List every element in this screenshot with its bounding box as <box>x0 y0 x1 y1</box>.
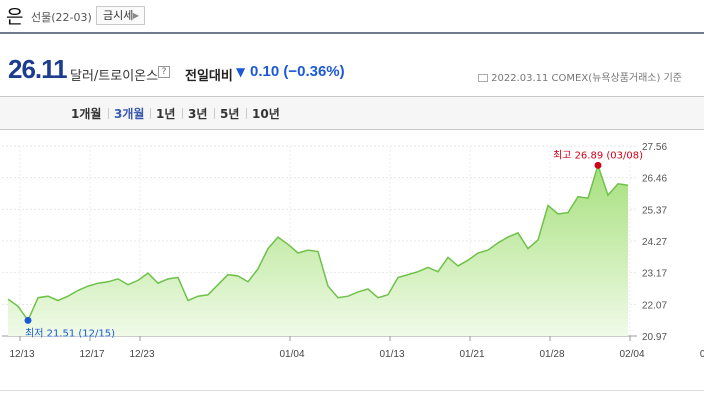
x-tick-label: 01/13 <box>379 349 404 360</box>
price-change: 0.10 (−0.36%) <box>250 63 345 80</box>
y-tick-label: 27.56 <box>642 142 667 153</box>
tab-separator <box>214 108 215 119</box>
price-summary: 26.11 달러/트로이온스 ? 전일대비 ▼ 0.10 (−0.36%) 20… <box>0 54 704 88</box>
min-point <box>24 316 32 324</box>
x-tick-label: 01/28 <box>539 349 564 360</box>
x-tick-label: 12/17 <box>79 349 104 360</box>
compare-label: 전일대비 <box>185 69 233 84</box>
y-tick-label: 24.27 <box>642 237 667 248</box>
date-info: 2022.03.11 COMEX(뉴욕상품거래소) 기준 <box>478 69 682 84</box>
tab-separator <box>246 108 247 119</box>
gold-price-button[interactable]: 금시세 ▶ <box>96 6 145 25</box>
x-tick-label: 01/04 <box>279 349 304 360</box>
y-tick-label: 25.37 <box>642 205 667 216</box>
tab-2[interactable]: 1년 <box>156 107 176 121</box>
period-tabs: 1개월 3개월 1년 3년 5년 10년 <box>0 96 704 130</box>
tab-separator <box>108 108 109 119</box>
down-arrow-icon: ▼ <box>236 65 246 79</box>
gold-price-button-label: 금시세 <box>103 9 134 22</box>
chevron-right-icon: ▶ <box>132 11 139 20</box>
tab-4[interactable]: 5년 <box>220 107 240 121</box>
series-line <box>7 162 629 322</box>
x-tick-label: 12/23 <box>129 349 154 360</box>
tab-separator <box>150 108 151 119</box>
x-tick-label: 02/11 <box>700 349 704 360</box>
page-title: 은 <box>6 6 24 28</box>
max-label: 최고 26.89 (03/08) <box>553 149 643 161</box>
max-point <box>594 161 602 169</box>
tab-1[interactable]: 3개월 <box>114 107 145 121</box>
tab-3[interactable]: 3년 <box>188 107 208 121</box>
current-price: 26.11 <box>8 54 68 84</box>
tab-separator <box>182 108 183 119</box>
tab-5[interactable]: 10년 <box>252 107 280 121</box>
page-subtitle: 선물(22-03) <box>31 11 92 24</box>
clock-icon <box>478 74 489 82</box>
x-tick-label: 12/13 <box>9 349 34 360</box>
price-unit: 달러/트로이온스 <box>70 69 159 84</box>
divider <box>0 390 704 391</box>
min-label: 최저 21.51 (12/15) <box>25 327 115 339</box>
x-tick-label: 02/04 <box>619 349 644 360</box>
y-tick-label: 20.97 <box>642 332 667 343</box>
date-info-text: 2022.03.11 COMEX(뉴욕상품거래소) 기준 <box>491 73 682 84</box>
y-tick-label: 26.46 <box>642 174 667 185</box>
question-icon[interactable]: ? <box>158 66 170 78</box>
x-tick-label: 01/21 <box>459 349 484 360</box>
title-bar: 은 선물(22-03) 금시세 ▶ <box>0 0 704 34</box>
y-tick-label: 23.17 <box>642 269 667 280</box>
series-area <box>8 165 628 336</box>
tab-0[interactable]: 1개월 <box>71 107 102 121</box>
y-tick-label: 22.07 <box>642 300 667 311</box>
price-chart: 27.56 26.46 25.37 24.27 23.17 22.07 20.97 12/13… <box>2 142 704 360</box>
